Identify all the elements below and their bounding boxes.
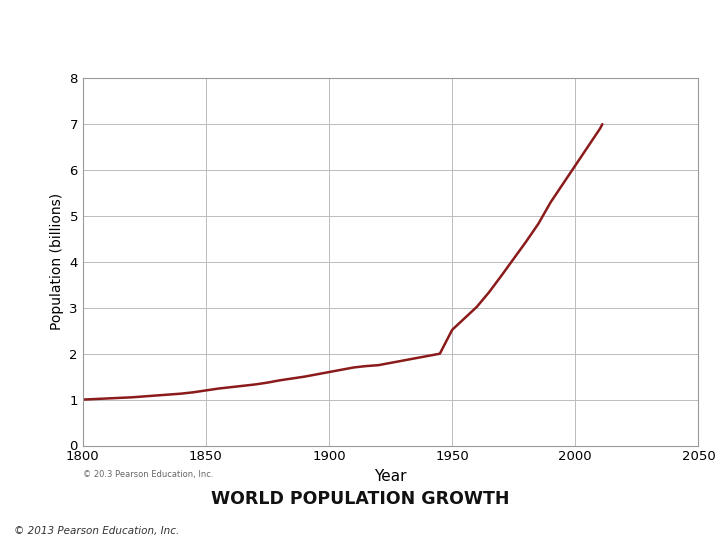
- Text: WORLD POPULATION GROWTH: WORLD POPULATION GROWTH: [211, 490, 509, 509]
- X-axis label: Year: Year: [374, 469, 407, 484]
- Y-axis label: Population (billions): Population (billions): [50, 193, 64, 330]
- Text: © 20.3 Pearson Education, Inc.: © 20.3 Pearson Education, Inc.: [83, 470, 213, 479]
- Text: © 2013 Pearson Education, Inc.: © 2013 Pearson Education, Inc.: [14, 525, 180, 536]
- Text: 2.3 Components of Change: 2.3 Components of Change: [13, 16, 372, 40]
